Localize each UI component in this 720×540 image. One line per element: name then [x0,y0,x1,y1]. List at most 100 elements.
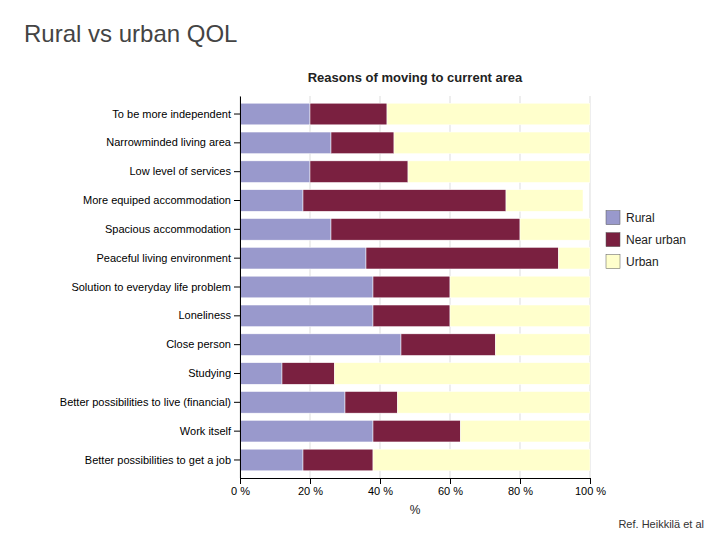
bar [282,363,335,385]
legend-item: Urban [606,255,659,269]
tick: 80 % [508,478,533,497]
bar [496,334,591,356]
tick-label: To be more independent [112,108,231,120]
tick-mark [234,114,240,115]
tick-mark [234,171,240,172]
bar [387,103,590,125]
series [335,103,591,471]
bar [345,392,398,414]
legend-label: Urban [626,255,659,269]
tick-label: 60 % [438,485,463,497]
y-axis: To be more independent Narrowminded livin… [60,97,241,479]
tick-mark [234,373,240,374]
tick-label: Work itself [180,425,232,437]
bar [310,103,387,125]
tick-label: Solution to everyday life problem [71,281,231,293]
bar [331,132,394,154]
bar [461,420,591,442]
tick-label: Loneliness [178,309,231,321]
tick: Spacious accommodation [105,223,240,235]
tick-label: 40 % [368,485,393,497]
plot: 0 %20 %40 %60 %80 %100 %%To be more inde… [60,96,686,517]
bar [240,392,345,414]
tick-mark [240,478,241,484]
tick: Close person [166,338,240,350]
bar [240,334,401,356]
tick-label: Peaceful living environment [96,252,231,264]
tick-mark [310,478,311,484]
legend-item: Rural [606,211,655,225]
tick-mark [234,459,240,460]
bar [240,449,303,471]
bar [450,276,590,298]
tick-mark [234,344,240,345]
legend: Rural Near urban Urban [606,211,686,269]
bar [366,247,559,269]
tick-mark [234,431,240,432]
tick-mark [450,478,451,484]
bar [240,276,373,298]
bar [398,392,591,414]
tick: Work itself [180,425,240,437]
bar [240,247,366,269]
bar [394,132,590,154]
tick-mark [234,258,240,259]
tick: Narrowminded living area [106,136,240,148]
tick: 20 % [298,478,323,497]
axis-line [241,479,591,485]
legend-swatch [606,211,620,225]
bar [373,449,590,471]
tick-mark [234,229,240,230]
tick-label: 80 % [508,485,533,497]
tick: Peaceful living environment [96,252,240,264]
legend-swatch [606,233,620,247]
tick-label: Better possibilities to get a job [85,454,231,466]
tick-label: Narrowminded living area [106,136,232,148]
tick-mark [234,142,240,143]
tick-label: More equiped accommodation [83,194,231,206]
bar [240,190,303,212]
legend-label: Rural [626,211,655,225]
chart: Rural vs urban QOL Reasons of moving to c… [0,0,720,540]
bar [240,363,282,385]
tick: 60 % [438,478,463,497]
x-axis: 0 %20 %40 %60 %80 %100 % [231,478,606,497]
tick: Better possibilities to get a job [85,454,240,466]
bar [310,161,408,183]
tick: 100 % [575,478,606,497]
tick: To be more independent [112,108,240,120]
bar [240,132,331,154]
bar [506,190,583,212]
tick-mark [234,200,240,201]
grid [240,96,590,478]
bar [373,276,450,298]
tick-label: Spacious accommodation [105,223,231,235]
tick-label: Studying [188,367,231,379]
bar [240,420,373,442]
tick: 40 % [368,478,393,497]
title: Rural vs urban QOL [24,20,237,47]
tick-mark [234,287,240,288]
legend-label: Near urban [626,233,686,247]
tick: Loneliness [178,309,240,321]
tick: Better possibilities to live (financial) [60,396,240,408]
bar [520,219,590,241]
tick: Studying [188,367,240,379]
bar [373,305,450,327]
bar [303,190,506,212]
annotation: Ref. Heikkilä et al [618,518,704,530]
bar [240,161,310,183]
tick-label: 100 % [575,485,606,497]
axis-line [240,97,241,479]
tick: Solution to everyday life problem [71,281,240,293]
tick-mark [380,478,381,484]
tick: More equiped accommodation [83,194,240,206]
tick-mark [590,478,591,484]
tick-mark [234,315,240,316]
bar [240,219,331,241]
x-label: % [410,503,421,517]
bar [240,103,310,125]
subtitle: Reasons of moving to current area [308,70,523,85]
tick-label: Close person [166,338,231,350]
bar [450,305,590,327]
